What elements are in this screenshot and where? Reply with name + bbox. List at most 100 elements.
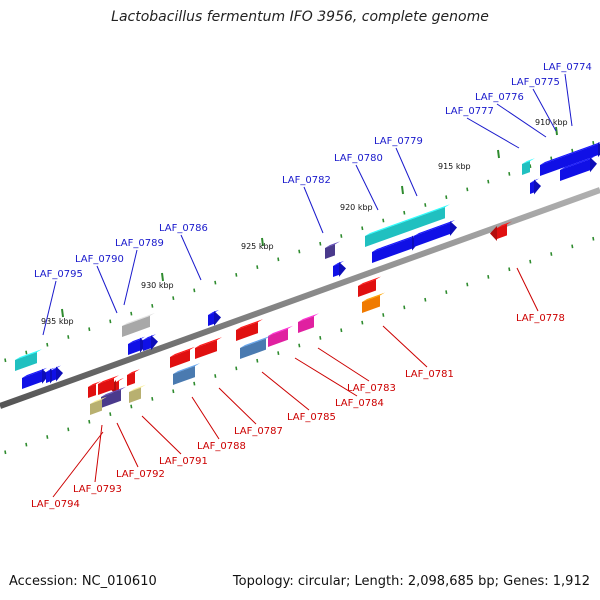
gene-arrow-tip — [339, 261, 346, 277]
gene-forward — [325, 241, 340, 259]
gene-reverse — [358, 276, 381, 297]
gene-front-face — [333, 263, 339, 277]
gene-arrow-tip — [534, 179, 541, 195]
gene-reverse — [101, 386, 126, 408]
leader-line — [466, 117, 520, 149]
leader-line — [532, 88, 557, 132]
gene-top-face — [88, 381, 101, 387]
map-title: Lactobacillus fermentum IFO 3956, comple… — [111, 9, 489, 25]
leader-line — [564, 73, 573, 127]
gene-arrow-tip — [450, 221, 457, 237]
tick-mark — [424, 297, 427, 302]
tick-mark — [109, 319, 112, 324]
gene-label: LAF_0787 — [234, 426, 283, 437]
gene-forward — [365, 204, 450, 247]
tick-mark — [109, 412, 112, 417]
leader-line — [355, 164, 379, 211]
gene-label: LAF_0791 — [159, 456, 208, 467]
tick-mark — [466, 187, 469, 192]
tick-mark — [592, 140, 595, 145]
kbp-label: 935 kbp — [41, 317, 74, 326]
gene-reverse — [127, 369, 140, 386]
gene-front-face — [101, 389, 121, 408]
gene-top-face — [122, 312, 155, 326]
leader-line — [116, 422, 139, 468]
gene-front-face — [170, 349, 190, 368]
tick-mark — [151, 304, 154, 308]
gene-labels: LAF_0774 LAF_0775 LAF_0776 LAF_0777 LAF_0779… — [31, 62, 592, 510]
gene-top-face — [522, 158, 535, 164]
gene-front-face — [414, 223, 450, 247]
tick-mark — [550, 156, 553, 161]
leader-line — [303, 186, 324, 234]
gene-label: LAF_0786 — [159, 223, 208, 234]
gene-top-face — [560, 156, 595, 170]
tick-mark — [88, 419, 91, 424]
gene-label: LAF_0795 — [34, 269, 83, 280]
tick-mark — [151, 397, 154, 401]
gene-top-face — [365, 204, 450, 236]
tick-mark — [487, 275, 490, 279]
gene-front-face — [46, 370, 50, 383]
gene-arrow-tip — [490, 226, 497, 241]
gene-reverse — [90, 396, 107, 415]
tick-mark — [529, 164, 532, 169]
gene-front-face — [362, 295, 380, 313]
gene-front-face — [325, 244, 335, 259]
leader-line — [261, 371, 310, 411]
gene-reverse — [362, 292, 385, 313]
tick-mark — [214, 280, 217, 285]
gene-reverse — [240, 335, 271, 359]
gene-front-face — [530, 181, 534, 194]
gene-label: LAF_0777 — [445, 106, 494, 117]
kbp-label: 920 kbp — [340, 203, 373, 212]
gene-label: LAF_0794 — [31, 499, 80, 510]
gene-reverse — [173, 363, 200, 385]
gene-label: LAF_0783 — [347, 383, 396, 394]
gene-label: LAF_0792 — [116, 469, 165, 480]
leader-line — [516, 267, 539, 312]
tick-mark — [235, 272, 238, 277]
tick-mark — [277, 351, 280, 356]
gene-front-face — [52, 368, 56, 381]
tick-mark — [277, 257, 280, 262]
gene-forward — [52, 365, 63, 382]
gene-front-face — [15, 352, 37, 371]
gene-arrow-tip — [56, 366, 63, 382]
gene-forward — [122, 312, 155, 337]
gene-forward — [560, 156, 597, 181]
gene-front-face — [88, 384, 96, 398]
leader-line — [94, 424, 103, 483]
gene-top-face — [497, 221, 512, 228]
leader-line — [496, 103, 547, 138]
tick-mark — [67, 335, 70, 339]
tick-mark — [340, 234, 343, 238]
tick-mark — [319, 241, 322, 246]
gene-label: LAF_0779 — [374, 136, 423, 147]
gene-forward — [414, 220, 457, 247]
gene-top-face — [129, 384, 146, 392]
tick-mark — [25, 350, 28, 355]
gene-top-face — [372, 234, 417, 252]
tick-mark — [382, 313, 385, 317]
tick-mark — [508, 172, 511, 176]
kbp-label: 915 kbp — [438, 162, 471, 171]
gene-front-face — [540, 144, 598, 176]
gene-front-face — [522, 161, 530, 175]
gene-top-face — [325, 241, 340, 248]
gene-reverse — [236, 319, 263, 341]
gene-top-face — [208, 309, 219, 315]
leader-line — [123, 249, 138, 306]
tick-mark — [340, 328, 343, 333]
tick-mark — [403, 305, 406, 310]
tick-mark — [403, 210, 406, 215]
gene-top-face — [540, 142, 600, 165]
gene-top-face — [173, 363, 200, 374]
gene-label: LAF_0778 — [516, 313, 565, 324]
gene-front-face — [298, 316, 314, 333]
tick-mark — [424, 203, 427, 207]
gene-reverse — [129, 384, 146, 403]
gene-forward — [522, 158, 535, 175]
gene-front-face — [358, 279, 376, 297]
